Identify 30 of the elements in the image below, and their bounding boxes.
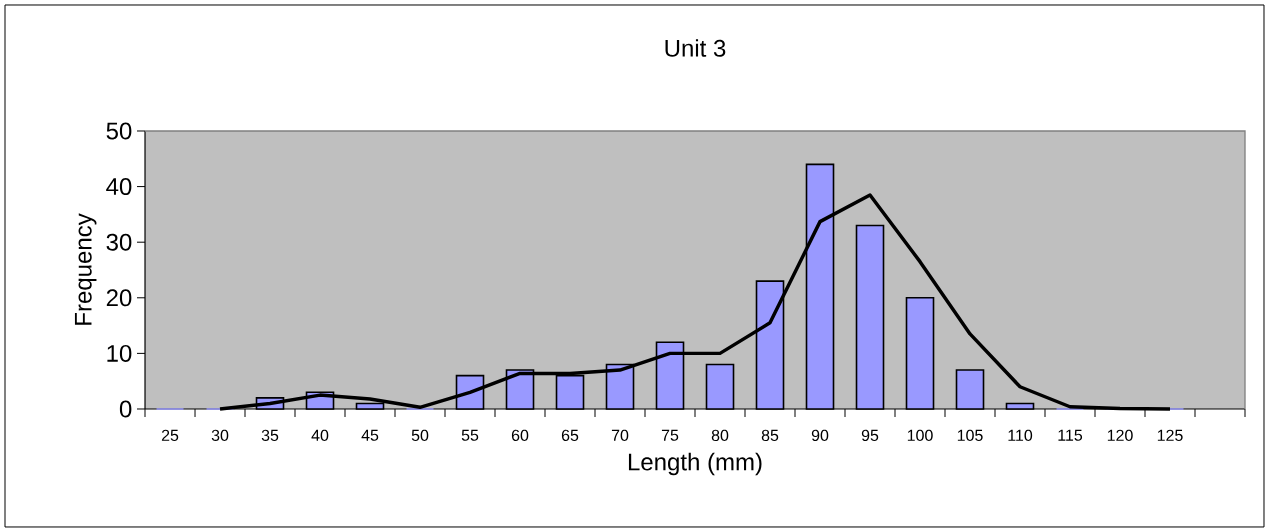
x-tick-label: 65	[561, 429, 579, 442]
x-tick-label: 30	[211, 429, 229, 442]
y-tick-label: 0	[119, 400, 132, 418]
x-tick-label: 25	[161, 429, 179, 442]
chart-title: Unit 3	[665, 39, 726, 57]
x-tick-label: 35	[261, 429, 279, 442]
y-tick-label: 10	[107, 344, 132, 362]
x-tick-label: 125	[1157, 429, 1183, 442]
x-tick-label: 55	[461, 429, 479, 441]
x-tick-label: 60	[511, 429, 529, 442]
x-tick-label: 80	[711, 429, 729, 442]
x-tick-label: 70	[611, 429, 629, 442]
y-tick-label: 30	[106, 233, 132, 251]
x-tick-label: 120	[1107, 429, 1133, 442]
x-tick-label: 50	[411, 429, 429, 442]
x-tick-label: 115	[1058, 429, 1083, 441]
y-tick-label: 50	[106, 122, 132, 140]
y-tick-label: 20	[106, 289, 132, 307]
x-tick-label: 100	[907, 429, 933, 442]
x-tick-label: 105	[957, 429, 983, 442]
x-tick-label: 110	[1008, 429, 1033, 442]
x-tick-label: 95	[861, 429, 879, 442]
y-axis-title: Frequency	[74, 213, 97, 325]
x-axis-title: Length (mm)	[628, 452, 762, 476]
y-tick-label: 40	[106, 178, 132, 196]
x-tick-label: 90	[811, 429, 829, 442]
x-tick-label: 85	[761, 429, 779, 442]
x-tick-label: 75	[661, 429, 679, 441]
x-tick-label: 40	[311, 429, 329, 442]
x-tick-label: 45	[361, 429, 379, 441]
